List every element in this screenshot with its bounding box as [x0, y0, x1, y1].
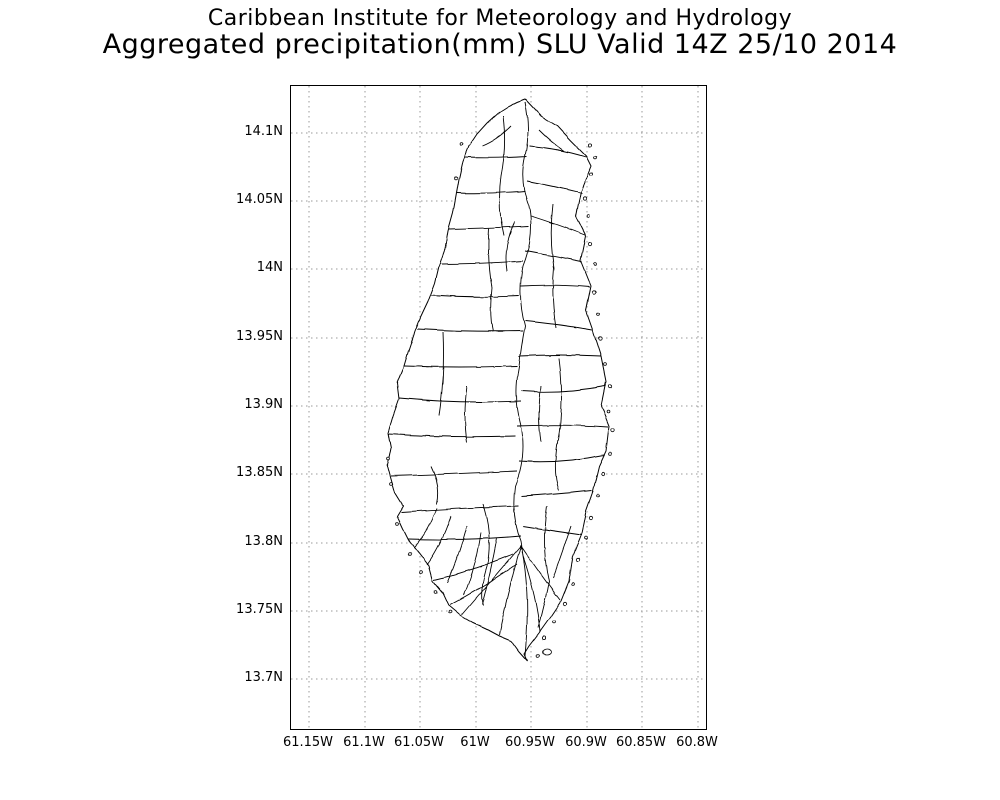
- x-tick-label: 61W: [460, 735, 490, 750]
- plot-title: Aggregated precipitation(mm) SLU Valid 1…: [102, 29, 898, 60]
- watershed-boundaries: [387, 101, 609, 657]
- x-tick-label: 60.95W: [504, 735, 556, 750]
- y-tick-label: 14N: [256, 260, 283, 275]
- y-tick-label: 13.9N: [244, 397, 283, 412]
- x-tick-label: 60.8W: [676, 735, 718, 750]
- y-tick-label: 13.7N: [244, 670, 283, 685]
- coastline: [386, 98, 610, 662]
- plot-frame: [290, 85, 707, 730]
- y-tick-label: 13.85N: [236, 465, 283, 480]
- y-tick-label: 13.8N: [244, 534, 283, 549]
- x-tick-label: 61.15W: [282, 735, 334, 750]
- y-tick-label: 14.05N: [236, 192, 283, 207]
- y-tick-label: 13.95N: [236, 329, 283, 344]
- map-svg: [291, 86, 706, 729]
- x-tick-label: 61.1W: [343, 735, 385, 750]
- y-tick-label: 13.75N: [236, 602, 283, 617]
- x-tick-label: 60.9W: [565, 735, 607, 750]
- x-tick-label: 60.85W: [615, 735, 667, 750]
- x-tick-label: 61.05W: [393, 735, 445, 750]
- institution-title: Caribbean Institute for Meteorology and …: [207, 6, 793, 31]
- y-tick-label: 14.1N: [244, 124, 283, 139]
- saint-lucia-map: [386, 98, 616, 662]
- coastal-islets: [386, 142, 616, 658]
